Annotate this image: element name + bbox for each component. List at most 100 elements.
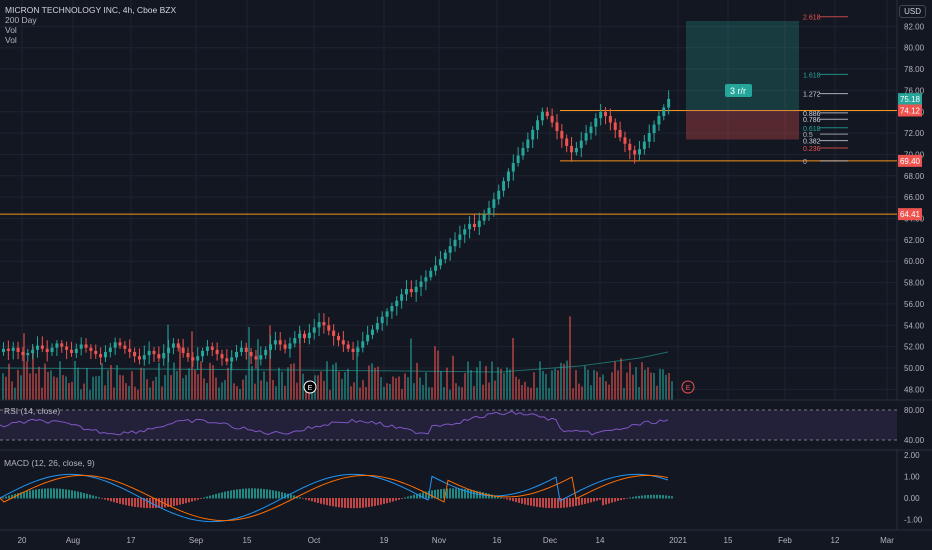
macd-hist-bar — [605, 498, 607, 505]
candle-body — [176, 343, 180, 348]
candle-body — [599, 111, 603, 119]
volume-bar — [98, 375, 100, 400]
macd-hist-bar — [632, 496, 634, 499]
macd-hist-bar — [434, 489, 436, 499]
volume-bar — [35, 373, 37, 400]
volume-bar — [59, 361, 61, 400]
candle-body — [137, 356, 141, 360]
candle-body — [84, 344, 88, 348]
volume-bar — [50, 370, 52, 400]
volume-bar — [590, 385, 592, 400]
candle-body — [468, 223, 472, 230]
volume-bar — [101, 363, 103, 400]
candle-body — [351, 348, 355, 352]
macd-hist-bar — [494, 495, 496, 499]
candle-body — [550, 116, 554, 123]
volume-bar — [221, 382, 223, 400]
signal-line — [0, 474, 669, 522]
candle-body — [99, 354, 103, 358]
macd-hist-bar — [98, 497, 100, 499]
candle-body — [191, 357, 195, 361]
volume-bar — [440, 370, 442, 400]
indicator-vol[interactable]: Vol — [5, 25, 17, 35]
volume-layer — [2, 316, 673, 400]
volume-bar — [305, 385, 307, 400]
volume-bar — [131, 371, 133, 400]
macd-hist-bar — [554, 498, 556, 509]
macd-hist-bar — [422, 492, 424, 499]
volume-bar — [335, 362, 337, 400]
macd-hist-bar — [203, 497, 205, 499]
indicator-vol-2[interactable]: Vol — [5, 35, 17, 45]
macd-hist-bar — [110, 498, 112, 502]
macd-hist-bar — [218, 493, 220, 499]
currency-button[interactable]: USD — [899, 5, 926, 18]
volume-bar — [359, 387, 361, 400]
volume-bar — [662, 369, 664, 400]
macd-hist-bar — [590, 498, 592, 503]
macd-hist-bar — [416, 493, 418, 499]
macd-hist-bar — [185, 498, 187, 504]
candle-body — [215, 349, 219, 355]
volume-bar — [449, 389, 451, 400]
macd-hist-bar — [167, 498, 169, 507]
volume-bar — [122, 375, 124, 400]
indicator-200-day[interactable]: 200 Day — [5, 15, 37, 25]
candle-body — [628, 143, 632, 151]
volume-bar — [383, 386, 385, 400]
macd-hist-bar — [134, 498, 136, 507]
macd-hist-bar — [572, 498, 574, 507]
macd-hist-bar — [62, 488, 64, 499]
volume-bar — [176, 370, 178, 400]
macd-hist-bar — [383, 498, 385, 504]
symbol-title[interactable]: MICRON TECHNOLOGY INC, 4h, Cboe BZX — [5, 5, 177, 15]
volume-bar — [212, 365, 214, 400]
candle-body — [337, 335, 340, 341]
price-label: 75.18 — [900, 95, 921, 104]
volume-bar — [422, 384, 424, 400]
volume-bar — [464, 373, 466, 400]
rsi-pane-label[interactable]: RSI (14, close) — [4, 406, 61, 416]
macd-hist-bar — [227, 490, 229, 499]
candle-body — [516, 155, 520, 163]
macd-hist-bar — [650, 494, 652, 499]
macd-hist-bar — [656, 494, 658, 499]
candle-body — [477, 220, 481, 228]
volume-bar — [470, 370, 472, 400]
macd-pane-label[interactable]: MACD (12, 26, close, 9) — [4, 458, 95, 468]
stop-zone — [686, 110, 799, 140]
candle-body — [273, 340, 277, 345]
macd-hist-bar — [152, 498, 154, 509]
macd-hist-bar — [269, 489, 271, 499]
rsi-tick-label: 80.00 — [904, 406, 925, 415]
volume-bar — [239, 389, 241, 400]
volume-bar — [287, 367, 289, 400]
volume-bar — [467, 361, 469, 400]
volume-bar — [431, 387, 433, 400]
candle-body — [623, 137, 627, 144]
macd-hist-bar — [623, 498, 625, 500]
candle-body — [341, 340, 345, 345]
macd-hist-bar — [212, 494, 214, 499]
y-tick-label: 80.00 — [904, 44, 925, 53]
y-tick-label: 72.00 — [904, 129, 925, 138]
volume-bar — [38, 366, 40, 400]
volume-bar — [617, 370, 619, 400]
macd-hist-bar — [620, 498, 622, 501]
fib-level-label: 0.236 — [803, 146, 821, 153]
macd-hist-bar — [2, 497, 4, 499]
macd-hist-bar — [467, 489, 469, 499]
earnings-marker — [303, 380, 317, 394]
volume-bar — [2, 373, 4, 400]
volume-bar — [224, 380, 226, 400]
candle-body — [521, 148, 525, 156]
volume-bar — [557, 370, 559, 400]
macd-hist-bar — [662, 495, 664, 499]
candle-body — [69, 349, 73, 354]
x-tick-label: 14 — [596, 536, 605, 545]
volume-bar — [341, 378, 343, 400]
volume-bar — [203, 378, 205, 400]
y-tick-label: 62.00 — [904, 236, 925, 245]
candle-body — [414, 286, 418, 293]
